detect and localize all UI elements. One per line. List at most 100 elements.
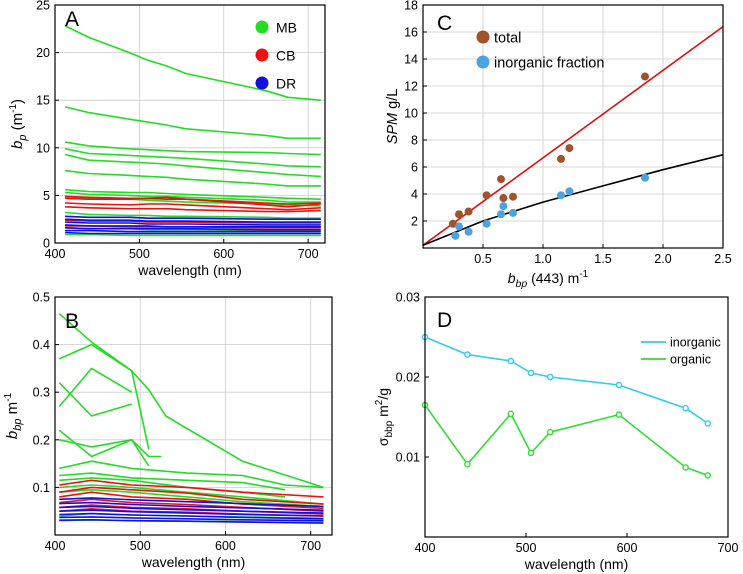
- data-point: [464, 207, 473, 216]
- y-tick-label: 20: [36, 46, 50, 60]
- y-tick-label: 0.5: [33, 291, 50, 305]
- panel-label: C: [437, 12, 452, 35]
- data-point: [565, 187, 574, 196]
- series-line-mb: [65, 211, 321, 219]
- data-point: [641, 173, 649, 182]
- data-point: [451, 231, 460, 240]
- plot-area: [425, 297, 728, 537]
- legend-marker: [255, 48, 269, 62]
- series-line-mb: [59, 484, 324, 505]
- y-tick-label: 0.3: [33, 386, 50, 400]
- y-tick-label: 0.4: [33, 338, 50, 352]
- series-line-cb: [59, 479, 324, 498]
- series-line-mb: [58, 313, 324, 489]
- series-line-mb: [64, 106, 321, 140]
- series-line-dr: [59, 501, 324, 511]
- x-tick-label: 500: [129, 247, 150, 261]
- series-line-mb: [64, 153, 321, 178]
- x-axis-label: wavelength (nm): [524, 556, 629, 572]
- data-point: [499, 202, 508, 211]
- series-line-dr: [65, 227, 321, 231]
- plot-frame: [54, 4, 326, 244]
- y-tick-label: 2: [411, 215, 418, 229]
- series-line-mb: [64, 25, 321, 101]
- series-line-mb: [59, 488, 324, 508]
- data-point: [455, 222, 463, 231]
- x-tick-label: 2.0: [654, 252, 671, 266]
- plot-frame: [54, 296, 333, 536]
- legend-marker: [255, 20, 269, 34]
- legend-marker: [476, 55, 490, 69]
- series-line-mb: [65, 169, 321, 187]
- y-tick-label: 10: [36, 141, 50, 155]
- data-point: [507, 357, 515, 365]
- x-tick-label: 700: [718, 541, 739, 555]
- series-line-mb: [65, 233, 321, 237]
- x-tick-label: 600: [617, 541, 638, 555]
- x-tick-label: 600: [213, 247, 234, 261]
- series-line-dr: [59, 497, 324, 508]
- series-line-cb: [65, 206, 321, 213]
- data-point: [557, 191, 565, 200]
- x-tick-label: 700: [300, 539, 321, 553]
- series-line-dr: [59, 505, 324, 514]
- x-axis-label: wavelength (nm): [137, 262, 242, 278]
- data-point: [464, 460, 471, 468]
- data-point: [546, 428, 554, 436]
- y-tick-label: 12: [404, 80, 418, 94]
- plot-frame: [422, 4, 724, 249]
- x-tick-label: 400: [45, 247, 66, 261]
- y-tick-label: 0: [43, 237, 50, 251]
- series-line-cb: [65, 202, 321, 211]
- series-line-dr: [65, 218, 321, 223]
- data-point: [704, 472, 712, 479]
- fit-line: [423, 154, 723, 247]
- data-point: [682, 464, 689, 471]
- series-line-dr: [59, 512, 324, 520]
- y-tick-label: 0.1: [33, 481, 50, 495]
- data-point: [449, 219, 457, 228]
- series-line-dr: [65, 231, 321, 235]
- y-tick-label: 25: [36, 0, 50, 13]
- y-tick-label: 0.2: [33, 433, 50, 447]
- x-tick-label: 2.5: [714, 252, 731, 266]
- series-line-mb: [58, 382, 132, 417]
- data-point: [482, 219, 491, 228]
- series-line-dr: [59, 509, 324, 517]
- y-tick-label: 6: [411, 161, 418, 175]
- legend-label: CB: [276, 48, 295, 64]
- series-line-cb: [59, 486, 324, 505]
- y-tick-label: 14: [404, 53, 418, 67]
- x-axis-label: bbp (443) m-1: [508, 269, 589, 290]
- series-line-dr: [65, 229, 321, 233]
- data-point: [527, 369, 535, 377]
- x-tick-label: 400: [45, 539, 66, 553]
- data-point: [509, 192, 517, 201]
- series-line-dr: [59, 516, 324, 522]
- data-point: [464, 227, 473, 236]
- x-tick-label: 0.5: [474, 252, 491, 266]
- legend-label: MB: [276, 20, 297, 36]
- legend-label: DR: [276, 76, 296, 92]
- series-line-cb: [65, 196, 321, 208]
- panel-a: 400 500 600 700 0 5 10 15 20 25 A MB CB DR wavelength …: [8, 0, 326, 278]
- y-tick-label: 8: [411, 134, 418, 148]
- data-point: [641, 72, 649, 81]
- y-tick-label: 10: [404, 107, 418, 121]
- legend-marker: [255, 76, 269, 90]
- series-line-dr: [65, 215, 321, 220]
- series-line-dr: [59, 518, 324, 524]
- data-point: [565, 144, 574, 153]
- data-point: [704, 420, 712, 427]
- series-group: [64, 25, 321, 237]
- data-point: [497, 210, 505, 219]
- series-line-mb: [59, 438, 150, 467]
- legend-label: inorganic fraction: [494, 56, 604, 72]
- data-point: [615, 381, 623, 389]
- y-tick-label: 0.03: [396, 291, 420, 305]
- y-axis-label: bp (m-1): [8, 99, 29, 149]
- series-line-cb: [65, 195, 321, 205]
- x-tick-label: 700: [298, 247, 319, 261]
